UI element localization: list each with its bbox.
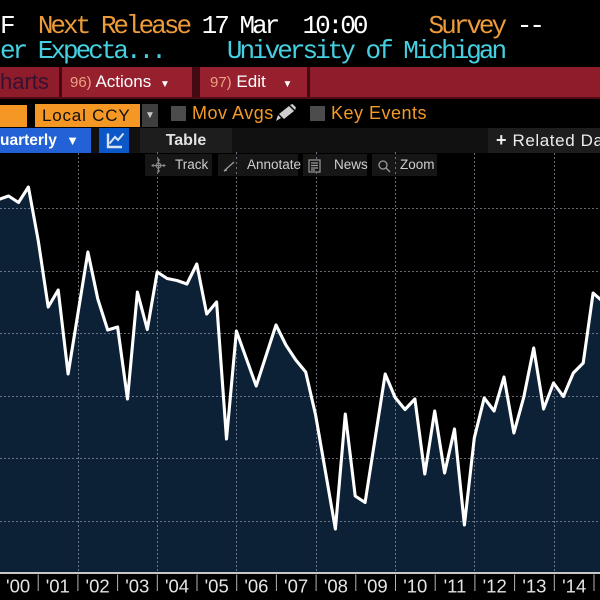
svg-text:'01: '01 [46,576,70,597]
svg-text:'08: '08 [324,576,348,597]
svg-text:'12: '12 [483,576,507,597]
svg-text:'09: '09 [364,576,388,597]
svg-text:'03: '03 [125,576,149,597]
svg-text:'10: '10 [403,576,427,597]
svg-text:'00: '00 [6,576,30,597]
svg-text:'13: '13 [522,576,546,597]
svg-text:'04: '04 [165,576,189,597]
svg-text:'07: '07 [284,576,308,597]
svg-text:'14: '14 [562,576,586,597]
svg-text:'02: '02 [86,576,110,597]
svg-text:'11: '11 [444,576,467,597]
svg-text:'06: '06 [244,576,268,597]
svg-text:'05: '05 [205,576,229,597]
